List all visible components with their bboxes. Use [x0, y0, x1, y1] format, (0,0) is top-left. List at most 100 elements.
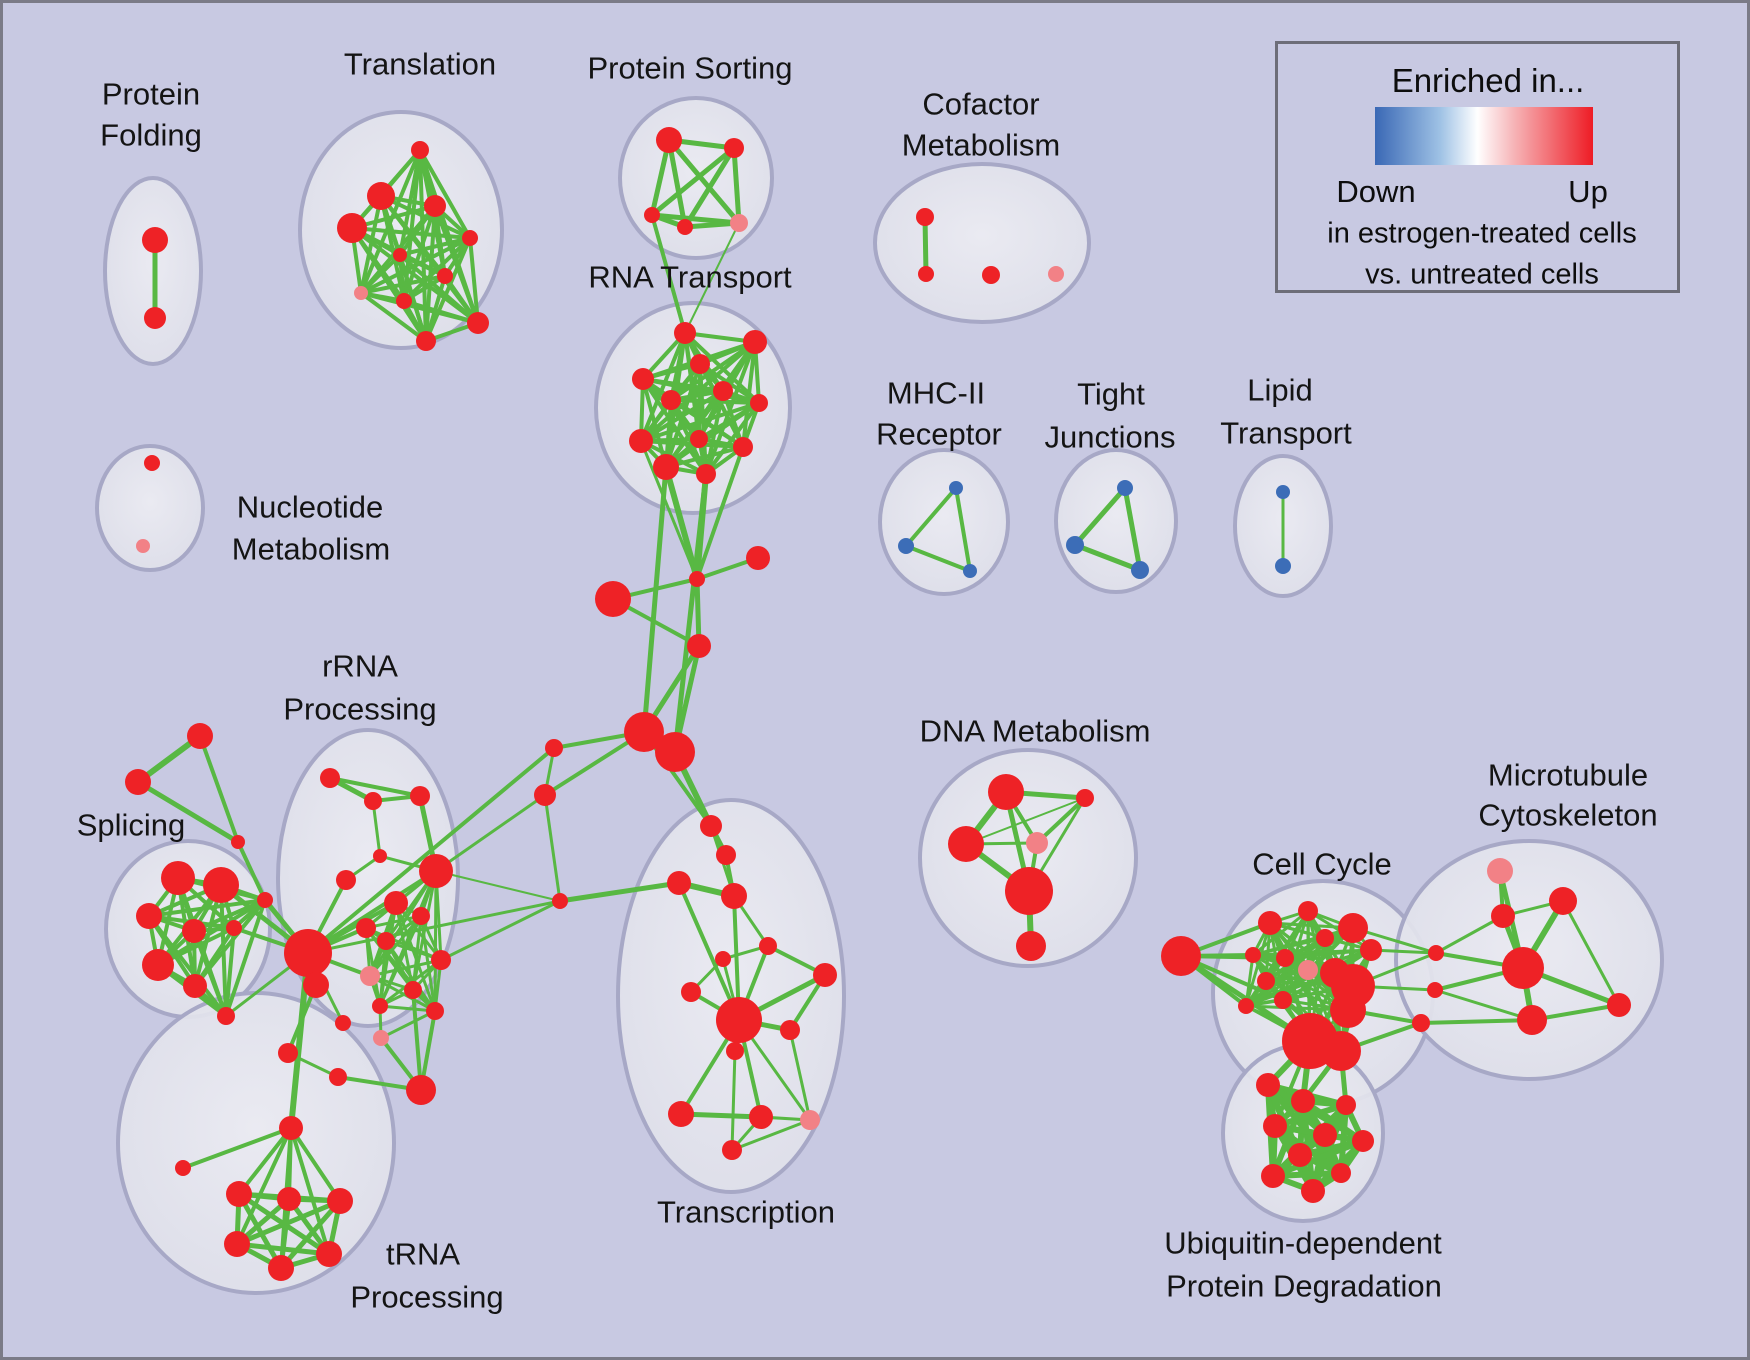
gene-set-node[interactable] [424, 195, 446, 217]
gene-set-node[interactable] [1005, 867, 1053, 915]
gene-set-node[interactable] [780, 1020, 800, 1040]
gene-set-node[interactable] [303, 972, 329, 998]
gene-set-node[interactable] [1336, 1095, 1356, 1115]
gene-set-node[interactable] [677, 219, 693, 235]
gene-set-node[interactable] [1517, 1005, 1547, 1035]
gene-set-node[interactable] [1291, 1089, 1315, 1113]
gene-set-node[interactable] [1428, 945, 1444, 961]
gene-set-node[interactable] [653, 454, 679, 480]
gene-set-node[interactable] [226, 920, 242, 936]
gene-set-node[interactable] [624, 712, 664, 752]
gene-set-node[interactable] [661, 390, 681, 410]
gene-set-node[interactable] [1301, 1179, 1325, 1203]
gene-set-node[interactable] [800, 1110, 820, 1130]
gene-set-node[interactable] [337, 213, 367, 243]
gene-set-node[interactable] [419, 854, 453, 888]
gene-set-node[interactable] [187, 723, 213, 749]
gene-set-node[interactable] [142, 949, 174, 981]
gene-set-node[interactable] [687, 634, 711, 658]
gene-set-node[interactable] [161, 861, 195, 895]
gene-set-node[interactable] [142, 227, 168, 253]
gene-set-node[interactable] [1360, 939, 1382, 961]
gene-set-node[interactable] [1321, 1031, 1361, 1071]
gene-set-node[interactable] [963, 564, 977, 578]
gene-set-node[interactable] [750, 394, 768, 412]
gene-set-node[interactable] [144, 307, 166, 329]
gene-set-node[interactable] [1238, 998, 1254, 1014]
gene-set-node[interactable] [1256, 1073, 1280, 1097]
gene-set-node[interactable] [700, 815, 722, 837]
gene-set-node[interactable] [813, 963, 837, 987]
gene-set-node[interactable] [1338, 913, 1368, 943]
gene-set-node[interactable] [1161, 936, 1201, 976]
gene-set-node[interactable] [1298, 901, 1318, 921]
gene-set-node[interactable] [320, 768, 340, 788]
gene-set-node[interactable] [327, 1188, 353, 1214]
gene-set-node[interactable] [534, 784, 556, 806]
gene-set-node[interactable] [373, 849, 387, 863]
gene-set-node[interactable] [1274, 991, 1292, 1009]
gene-set-node[interactable] [467, 312, 489, 334]
gene-set-node[interactable] [1298, 960, 1318, 980]
gene-set-node[interactable] [406, 1075, 436, 1105]
gene-set-node[interactable] [667, 871, 691, 895]
gene-set-node[interactable] [632, 368, 654, 390]
gene-set-node[interactable] [1288, 1143, 1312, 1167]
gene-set-node[interactable] [988, 774, 1024, 810]
gene-set-node[interactable] [224, 1231, 250, 1257]
gene-set-node[interactable] [431, 950, 451, 970]
gene-set-node[interactable] [1261, 1164, 1285, 1188]
gene-set-node[interactable] [384, 891, 408, 915]
gene-set-node[interactable] [268, 1255, 294, 1281]
gene-set-node[interactable] [1275, 558, 1291, 574]
gene-set-node[interactable] [918, 266, 934, 282]
gene-set-node[interactable] [335, 1015, 351, 1031]
gene-set-node[interactable] [713, 381, 733, 401]
gene-set-node[interactable] [393, 248, 407, 262]
gene-set-node[interactable] [437, 268, 453, 284]
gene-set-node[interactable] [329, 1068, 347, 1086]
gene-set-node[interactable] [982, 266, 1000, 284]
gene-set-node[interactable] [1276, 949, 1294, 967]
gene-set-node[interactable] [354, 286, 368, 300]
gene-set-node[interactable] [716, 845, 736, 865]
gene-set-node[interactable] [726, 1042, 744, 1060]
gene-set-node[interactable] [629, 429, 653, 453]
gene-set-node[interactable] [681, 982, 701, 1002]
gene-set-node[interactable] [1016, 931, 1046, 961]
gene-set-node[interactable] [410, 786, 430, 806]
gene-set-node[interactable] [689, 571, 705, 587]
gene-set-node[interactable] [948, 826, 984, 862]
gene-set-node[interactable] [183, 974, 207, 998]
gene-set-node[interactable] [396, 293, 412, 309]
gene-set-node[interactable] [404, 981, 422, 999]
gene-set-node[interactable] [743, 330, 767, 354]
gene-set-node[interactable] [949, 481, 963, 495]
gene-set-node[interactable] [373, 1030, 389, 1046]
gene-set-node[interactable] [595, 581, 631, 617]
gene-set-node[interactable] [1258, 911, 1282, 935]
gene-set-node[interactable] [136, 903, 162, 929]
gene-set-node[interactable] [552, 893, 568, 909]
gene-set-node[interactable] [690, 430, 708, 448]
gene-set-node[interactable] [759, 937, 777, 955]
gene-set-node[interactable] [1257, 972, 1275, 990]
gene-set-node[interactable] [1117, 480, 1133, 496]
gene-set-node[interactable] [1048, 266, 1064, 282]
gene-set-node[interactable] [416, 331, 436, 351]
gene-set-node[interactable] [367, 182, 395, 210]
gene-set-node[interactable] [916, 208, 934, 226]
gene-set-node[interactable] [715, 951, 731, 967]
gene-set-node[interactable] [144, 455, 160, 471]
gene-set-node[interactable] [721, 883, 747, 909]
gene-set-node[interactable] [462, 230, 478, 246]
gene-set-node[interactable] [217, 1007, 235, 1025]
gene-set-node[interactable] [716, 997, 762, 1043]
gene-set-node[interactable] [656, 127, 682, 153]
gene-set-node[interactable] [412, 907, 430, 925]
gene-set-node[interactable] [277, 1187, 301, 1211]
gene-set-node[interactable] [257, 892, 273, 908]
gene-set-node[interactable] [674, 322, 696, 344]
gene-set-node[interactable] [746, 546, 770, 570]
gene-set-node[interactable] [175, 1160, 191, 1176]
